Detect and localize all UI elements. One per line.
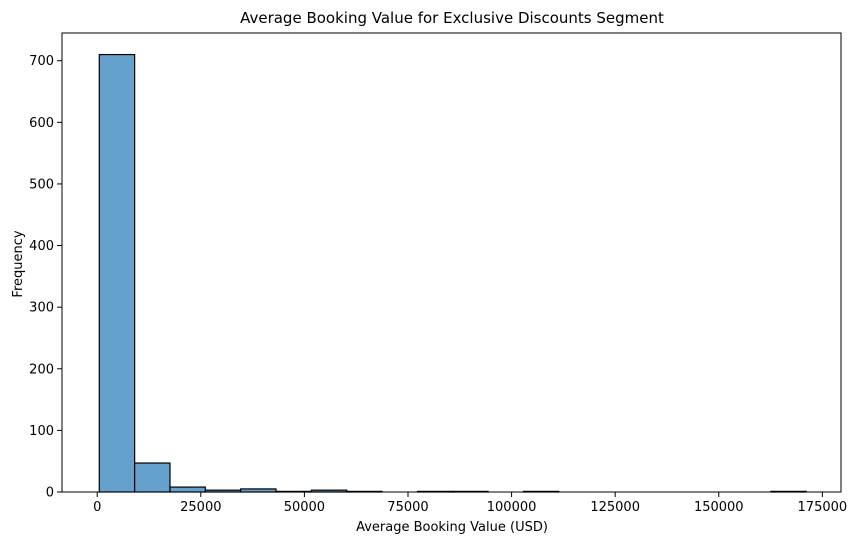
histogram-bar bbox=[134, 462, 171, 493]
x-tick-label: 150000 bbox=[694, 500, 744, 515]
x-tick-label: 100000 bbox=[487, 500, 537, 515]
chart-title: Average Booking Value for Exclusive Disc… bbox=[240, 9, 664, 27]
y-tick-label: 500 bbox=[29, 177, 54, 192]
x-tick-label: 125000 bbox=[590, 500, 640, 515]
y-tick-label: 200 bbox=[29, 362, 54, 377]
x-axis-label: Average Booking Value (USD) bbox=[356, 520, 548, 535]
y-tick-label: 700 bbox=[29, 54, 54, 69]
x-tick-label: 75000 bbox=[387, 500, 428, 515]
x-tick-label: 175000 bbox=[798, 500, 848, 515]
histogram-bars bbox=[98, 53, 807, 493]
x-axis-ticks: 0 25000 50000 75000 100000 125000 150000 175000 bbox=[93, 492, 847, 515]
y-tick-label: 600 bbox=[29, 116, 54, 131]
y-tick-label: 300 bbox=[29, 301, 54, 316]
x-tick-label: 50000 bbox=[284, 500, 325, 515]
y-tick-label: 100 bbox=[29, 424, 54, 439]
x-tick-label: 25000 bbox=[180, 500, 221, 515]
histogram-bar bbox=[98, 53, 136, 493]
y-tick-label: 0 bbox=[46, 486, 54, 501]
histogram-bar bbox=[169, 486, 206, 493]
y-tick-label: 400 bbox=[29, 239, 54, 254]
y-axis-ticks: 0 100 200 300 400 500 600 700 bbox=[29, 54, 62, 501]
y-axis-label: Frequency bbox=[11, 230, 26, 297]
x-tick-label: 0 bbox=[93, 500, 101, 515]
axes-frame bbox=[61, 32, 842, 493]
